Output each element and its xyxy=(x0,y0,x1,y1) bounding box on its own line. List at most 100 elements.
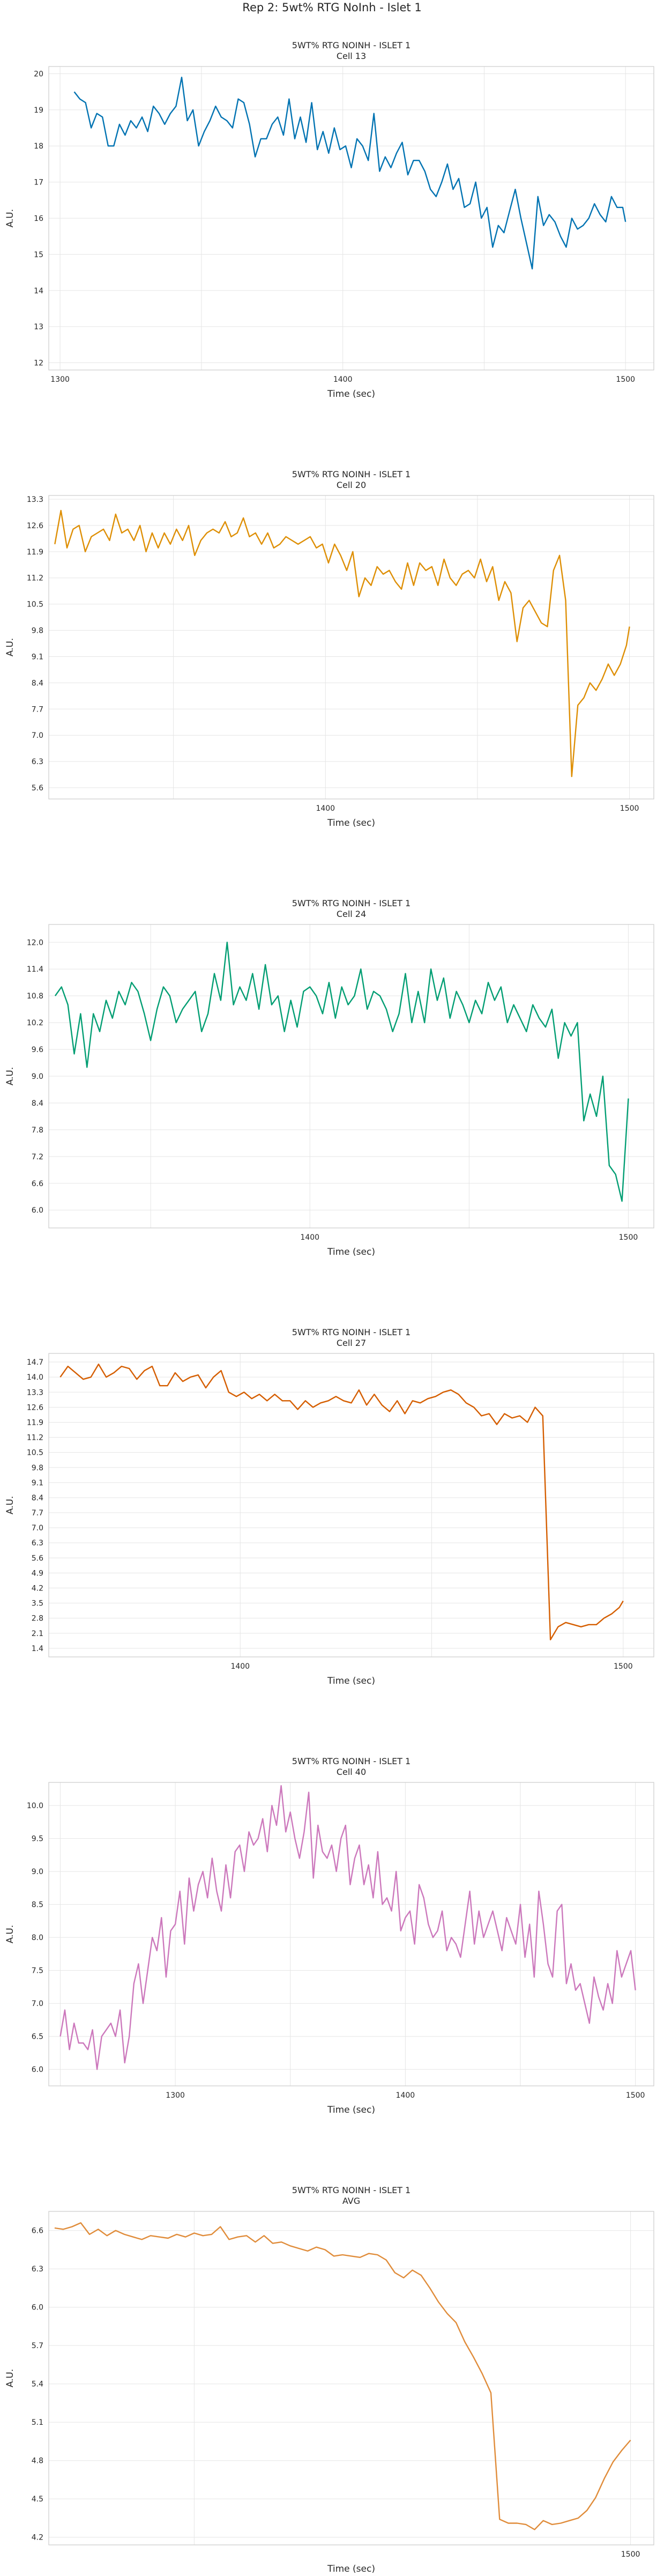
y-tick-label: 8.5 xyxy=(32,1901,43,1909)
y-tick-label: 11.2 xyxy=(27,574,43,583)
y-tick-label: 9.8 xyxy=(32,1464,43,1472)
x-tick-label: 1500 xyxy=(620,804,639,813)
y-tick-label: 5.1 xyxy=(32,2418,43,2427)
y-axis-label: A.U. xyxy=(5,209,16,228)
y-tick-label: 8.4 xyxy=(32,1099,43,1108)
x-tick-label: 1400 xyxy=(300,1233,319,1242)
y-tick-label: 10.2 xyxy=(27,1019,43,1027)
y-tick-label: 6.3 xyxy=(32,758,43,766)
y-tick-label: 18 xyxy=(34,142,43,151)
y-axis-label: A.U. xyxy=(5,1496,16,1515)
chart-title: 5WT% RTG NOINH - ISLET 1 xyxy=(292,2185,411,2195)
x-axis-label: Time (sec) xyxy=(327,2564,375,2574)
gridlines xyxy=(49,66,654,370)
y-tick-label: 8.4 xyxy=(32,679,43,687)
series-line xyxy=(73,76,626,270)
y-tick-label: 17 xyxy=(34,179,43,187)
y-tick-label: 14.7 xyxy=(27,1358,43,1367)
y-tick-label: 5.6 xyxy=(32,784,43,793)
y-tick-label: 6.6 xyxy=(32,1180,43,1188)
y-tick-label: 9.8 xyxy=(32,627,43,635)
plot-frame xyxy=(48,1353,654,1657)
chart-title: 5WT% RTG NOINH - ISLET 1 xyxy=(292,40,411,50)
x-tick-label: 1400 xyxy=(316,804,335,813)
chart-title: 5WT% RTG NOINH - ISLET 1 xyxy=(292,469,411,479)
y-tick-label: 7.0 xyxy=(32,1524,43,1533)
y-axis-label: A.U. xyxy=(5,1925,16,1944)
x-axis-label: Time (sec) xyxy=(327,1247,375,1257)
y-tick-label: 2.8 xyxy=(32,1615,43,1623)
chart-subtitle: AVG xyxy=(342,2196,360,2206)
chart-subtitle: Cell 27 xyxy=(337,1338,366,1348)
y-tick-label: 6.0 xyxy=(32,2304,43,2312)
y-tick-label: 13.3 xyxy=(27,495,43,504)
y-tick-label: 4.9 xyxy=(32,1569,43,1578)
chart-subtitle: Cell 40 xyxy=(337,1767,366,1777)
chart-panel-cell-40: 5WT% RTG NOINH - ISLET 1 Cell 40 6.0 6.5 7.0… xyxy=(0,1716,664,2134)
chart-panel-cell-24: 5WT% RTG NOINH - ISLET 1 Cell 24 6.0 6.6 7.2… xyxy=(0,858,664,1276)
y-tick-label: 6.3 xyxy=(32,2265,43,2274)
y-tick-label: 15 xyxy=(34,250,43,259)
y-tick-label: 11.2 xyxy=(27,1434,43,1442)
y-tick-label: 7.0 xyxy=(32,731,43,740)
x-tick-label: 1500 xyxy=(614,1662,633,1671)
y-tick-label: 2.1 xyxy=(32,1630,43,1638)
y-tick-label: 1.4 xyxy=(32,1645,43,1653)
chart-title: 5WT% RTG NOINH - ISLET 1 xyxy=(292,1756,411,1766)
y-tick-label: 12.6 xyxy=(27,1403,43,1412)
x-tick-label: 1500 xyxy=(626,2091,645,2100)
y-tick-label: 4.2 xyxy=(32,1585,43,1593)
y-tick-label: 7.8 xyxy=(32,1126,43,1135)
series-line xyxy=(54,942,629,1202)
chart-panel-cell-20: 5WT% RTG NOINH - ISLET 1 Cell 20 5.6 6.3 7.0… xyxy=(0,429,664,847)
y-tick-label: 4.8 xyxy=(32,2457,43,2466)
y-tick-label: 7.2 xyxy=(32,1153,43,1161)
y-tick-label: 5.4 xyxy=(32,2380,43,2389)
y-tick-label: 3.5 xyxy=(32,1600,43,1608)
plot-frame xyxy=(48,2211,654,2545)
y-axis-label: A.U. xyxy=(5,638,16,657)
y-tick-label: 9.5 xyxy=(32,1835,43,1844)
y-tick-label: 9.0 xyxy=(32,1072,43,1081)
y-tick-label: 16 xyxy=(34,214,43,223)
y-tick-label: 9.6 xyxy=(32,1046,43,1054)
y-tick-label: 9.1 xyxy=(32,1479,43,1487)
y-tick-label: 7.7 xyxy=(32,1509,43,1518)
x-tick-label: 1400 xyxy=(230,1662,250,1671)
y-tick-label: 13.3 xyxy=(27,1388,43,1397)
gridlines xyxy=(49,924,654,1228)
gridlines xyxy=(49,2211,654,2545)
y-tick-label: 10.5 xyxy=(27,1449,43,1457)
y-tick-label: 6.0 xyxy=(32,2066,43,2074)
y-tick-label: 7.0 xyxy=(32,2000,43,2008)
x-tick-label: 1400 xyxy=(333,375,353,384)
y-tick-label: 9.1 xyxy=(32,653,43,661)
y-tick-label: 10.5 xyxy=(27,601,43,609)
series-line xyxy=(59,1785,636,2070)
series-line xyxy=(59,1363,624,1641)
y-tick-label: 6.3 xyxy=(32,1539,43,1548)
y-tick-label: 8.4 xyxy=(32,1494,43,1502)
y-tick-label: 4.5 xyxy=(32,2495,43,2504)
gridlines xyxy=(49,1353,654,1657)
x-tick-label: 1400 xyxy=(396,2091,415,2100)
figure-title: Rep 2: 5wt% RTG NoInh - Islet 1 xyxy=(242,1,422,14)
y-tick-label: 12 xyxy=(34,359,43,368)
chart-panel-cell-27: 5WT% RTG NOINH - ISLET 1 Cell 27 1.4 2.1 2.8… xyxy=(0,1287,664,1705)
y-tick-label: 5.7 xyxy=(32,2342,43,2350)
series-line xyxy=(54,509,630,778)
y-tick-label: 5.6 xyxy=(32,1554,43,1563)
chart-panel-cell-13: 5WT% RTG NOINH - ISLET 1 Cell 13 12 13 14 15 1… xyxy=(0,0,664,418)
y-tick-label: 12.6 xyxy=(27,522,43,530)
y-tick-label: 20 xyxy=(34,70,43,78)
y-tick-label: 14.0 xyxy=(27,1373,43,1382)
plot-frame xyxy=(48,495,654,800)
chart-subtitle: Cell 20 xyxy=(337,480,366,490)
gridlines xyxy=(49,495,654,799)
y-axis-label: A.U. xyxy=(5,2369,16,2388)
x-tick-label: 1500 xyxy=(619,1233,638,1242)
plot-frame xyxy=(48,1782,654,2086)
y-tick-label: 9.0 xyxy=(32,1868,43,1876)
x-tick-label: 1300 xyxy=(50,375,70,384)
chart-panel-avg: 5WT% RTG NOINH - ISLET 1 AVG 4.2 4.5 4.8 5.1 5… xyxy=(0,2145,664,2576)
